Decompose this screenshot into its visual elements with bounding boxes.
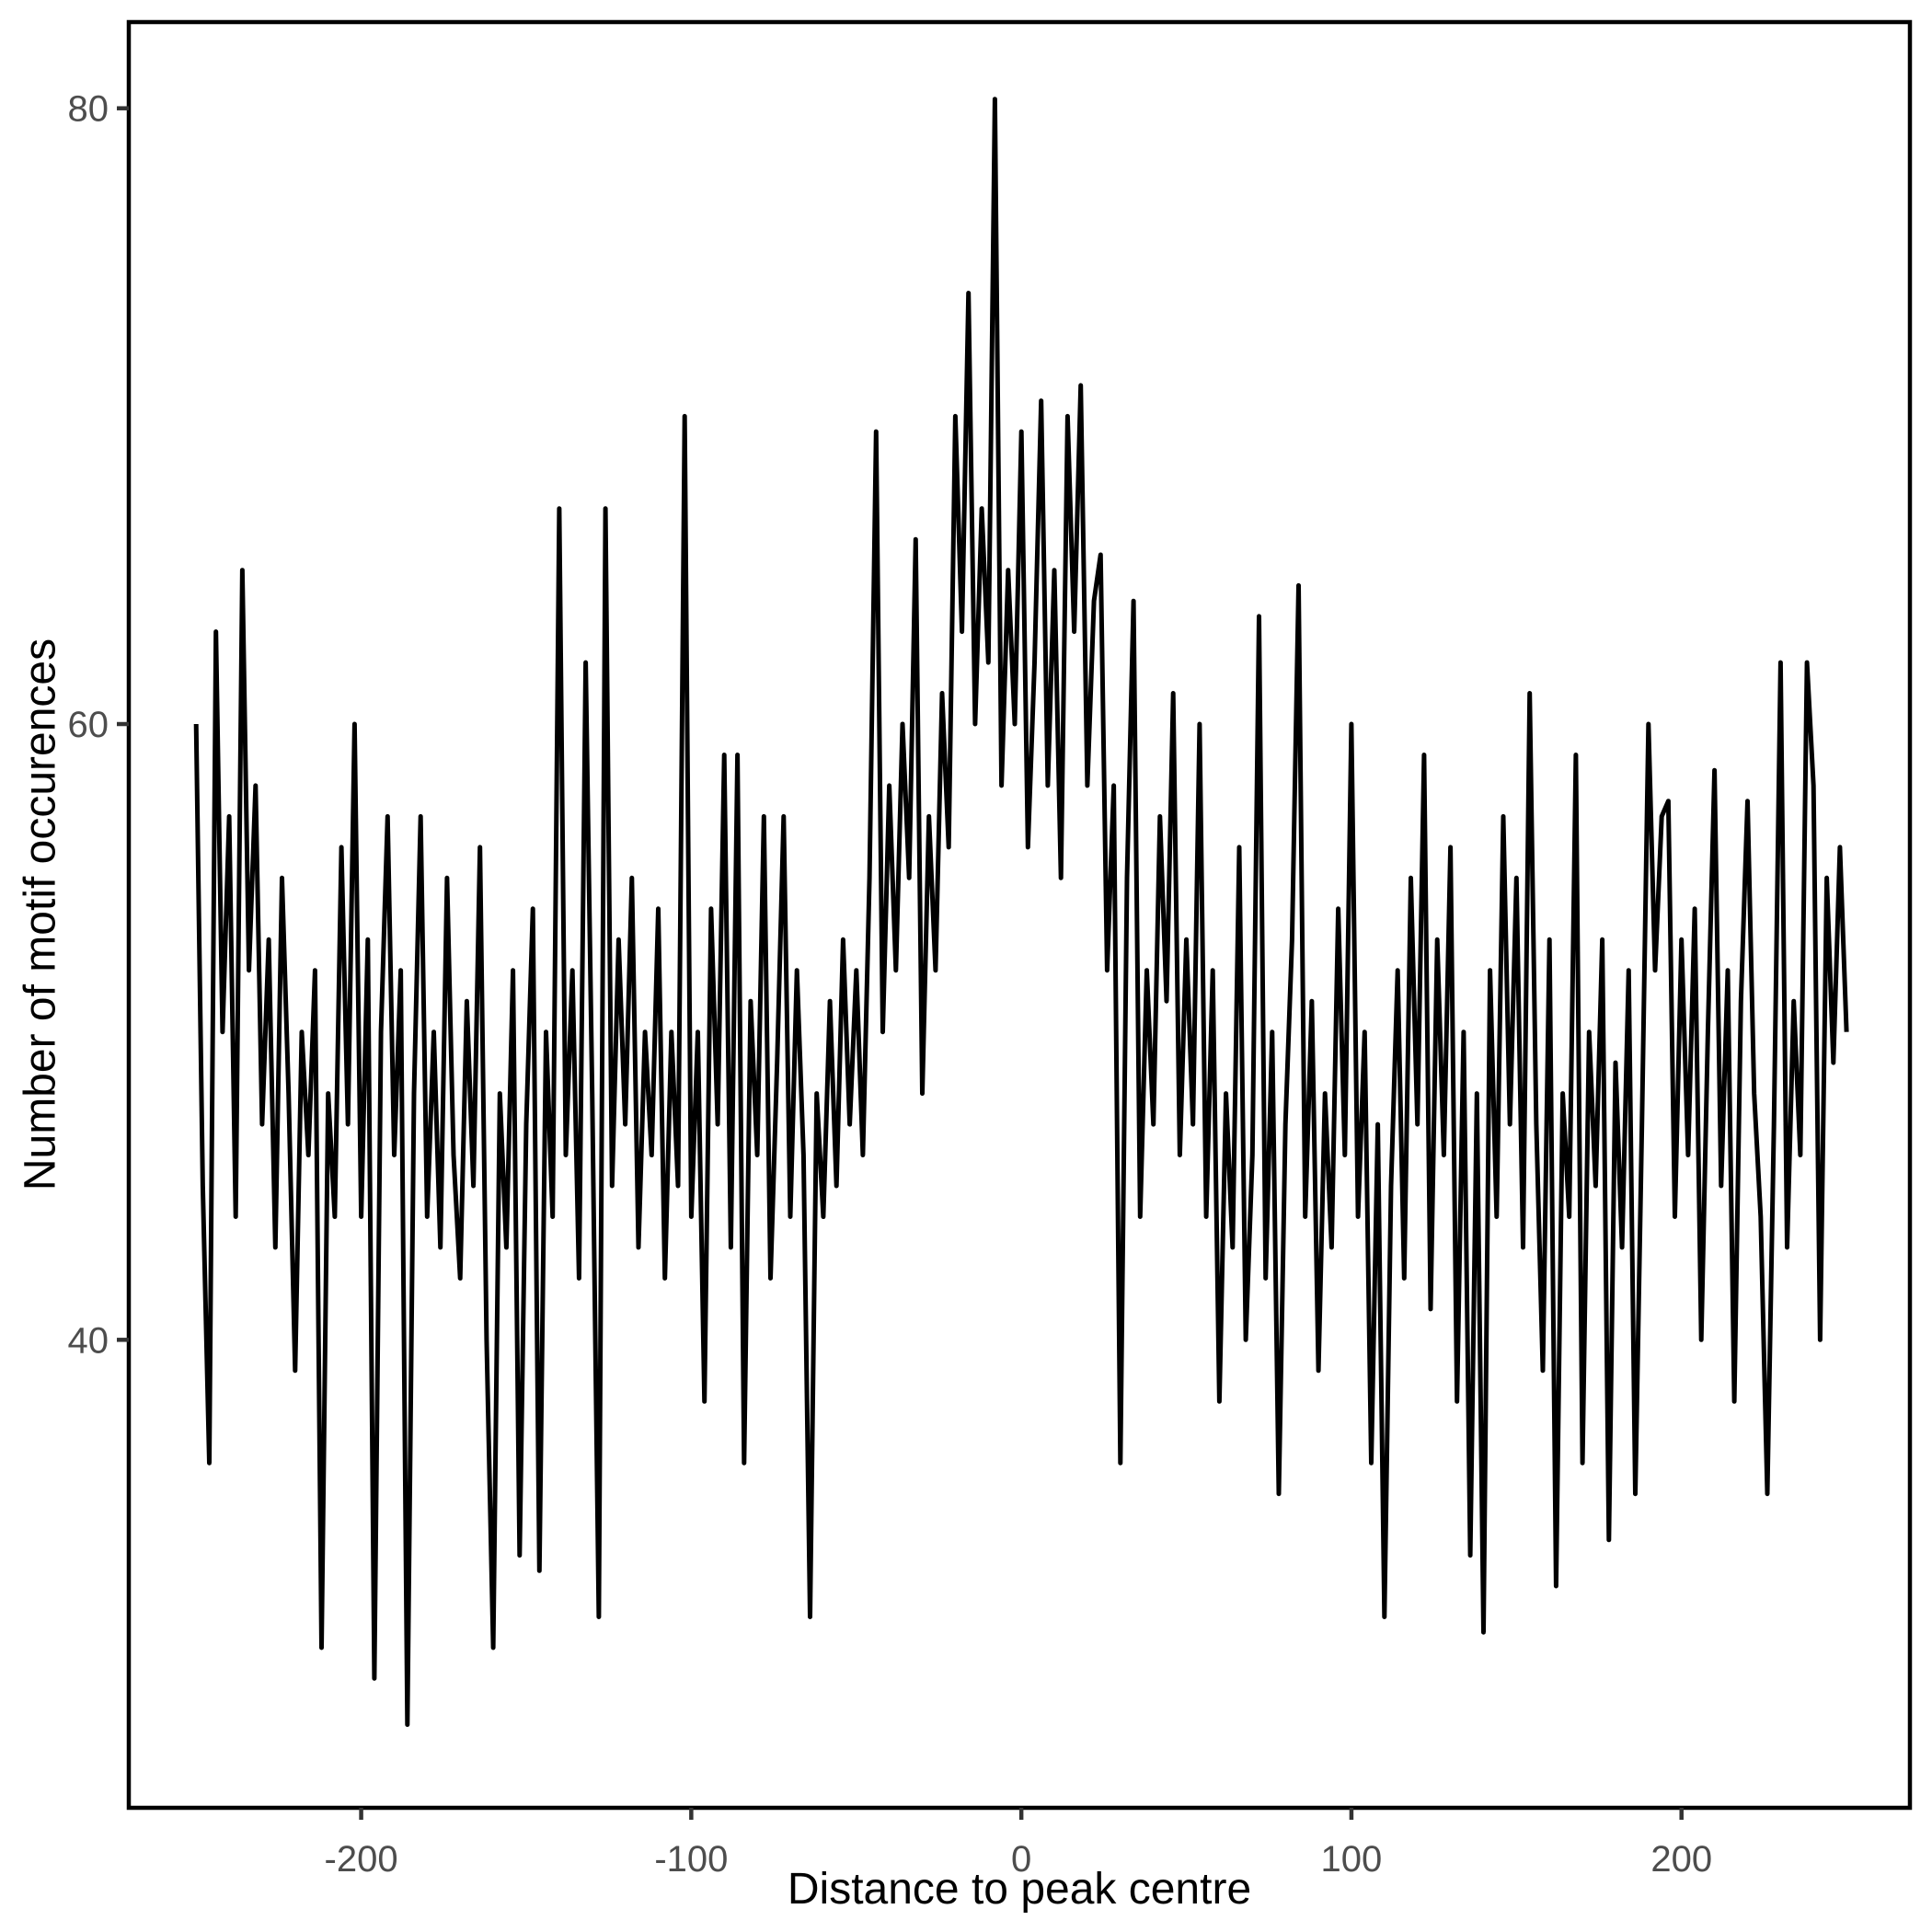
y-tick-label: 60 — [68, 705, 109, 745]
data-line-series — [193, 97, 1849, 1728]
x-tick-label: 200 — [1650, 1839, 1712, 1880]
x-tick-label: 0 — [1011, 1839, 1031, 1880]
y-tick-label: 40 — [68, 1320, 109, 1361]
x-tick-label: -100 — [654, 1839, 728, 1880]
y-tick-label: 80 — [68, 89, 109, 130]
y-axis-title: Number of motif occurences — [16, 638, 65, 1191]
x-axis-title: Distance to peak centre — [787, 1865, 1252, 1914]
x-tick-label: 100 — [1321, 1839, 1383, 1880]
x-tick-label: -200 — [325, 1839, 398, 1880]
plot-panel-border — [126, 19, 1913, 1811]
